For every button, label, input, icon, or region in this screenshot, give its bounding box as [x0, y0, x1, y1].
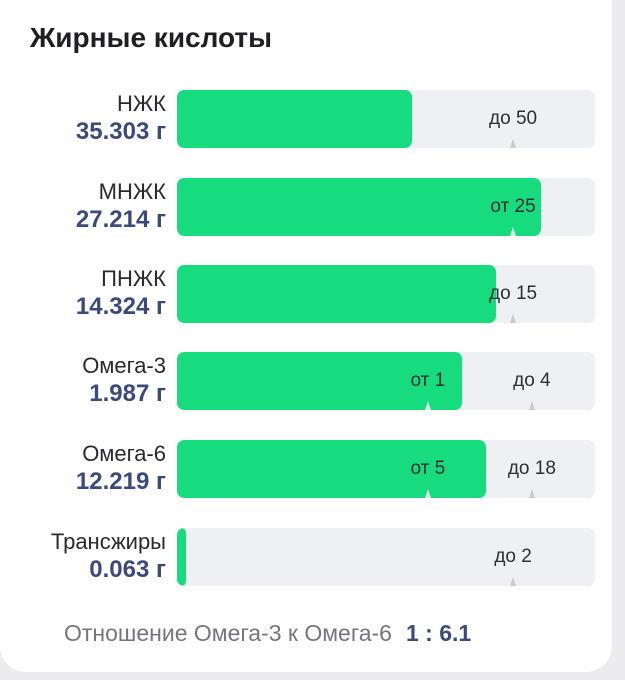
- norm-label: до 2: [494, 546, 532, 567]
- nutrient-value: 35.303 г: [75, 118, 166, 145]
- progress-bar: до 50: [177, 90, 595, 148]
- norm-label: до 15: [489, 283, 538, 304]
- nutrient-row: ПНЖК 14.324 г до 15: [0, 265, 612, 323]
- nutrient-value: 1.987 г: [89, 380, 166, 407]
- nutrient-row: Омега-3 1.987 г от 1 до 4: [0, 352, 612, 410]
- progress-bar: от 1 до 4: [177, 352, 595, 410]
- norm-label: до 4: [513, 370, 551, 391]
- nutrient-value: 12.219 г: [75, 468, 166, 495]
- progress-fill: [177, 352, 463, 410]
- nutrient-row: НЖК 35.303 г до 50: [0, 90, 612, 148]
- progress-fill: [177, 440, 486, 498]
- nutrient-label: МНЖК 27.214 г: [76, 178, 166, 234]
- omega-ratio-value: 1 : 6.1: [405, 620, 472, 646]
- norm-label: от 1: [410, 370, 446, 391]
- nutrient-name: НЖК: [116, 91, 166, 116]
- nutrient-label: ПНЖК 14.324 г: [76, 265, 166, 321]
- nutrient-row: МНЖК 27.214 г от 25: [0, 178, 612, 236]
- omega-ratio-label: Отношение Омега-3 к Омега-6: [64, 620, 392, 646]
- nutrient-label: Омега-6 12.219 г: [76, 440, 166, 496]
- norm-marker-icon: [510, 314, 517, 323]
- norm-marker-icon: [424, 489, 431, 498]
- nutrient-name: МНЖК: [98, 179, 166, 204]
- norm-label: до 18: [507, 458, 556, 479]
- nutrient-name: ПНЖК: [101, 266, 166, 291]
- progress-fill: [177, 178, 542, 236]
- norm-label: от 25: [490, 196, 536, 217]
- fatty-acids-card: Жирные кислоты НЖК 35.303 г до 50 МНЖК 27.2…: [0, 0, 612, 672]
- norm-marker-icon: [528, 489, 535, 498]
- norm-marker-icon: [510, 227, 517, 236]
- progress-bar: от 5 до 18: [177, 440, 595, 498]
- omega-ratio: Отношение Омега-3 к Омега-6 1 : 6.1: [64, 620, 471, 647]
- norm-marker-icon: [510, 139, 517, 148]
- progress-bar: до 2: [177, 528, 595, 586]
- nutrient-row: Омега-6 12.219 г от 5 до 18: [0, 440, 612, 498]
- norm-marker-icon: [424, 401, 431, 410]
- nutrient-name: Омега-6: [82, 441, 166, 466]
- progress-bar: от 25: [177, 178, 595, 236]
- nutrient-row: Трансжиры 0.063 г до 2: [0, 528, 612, 586]
- nutrient-name: Трансжиры: [50, 529, 166, 554]
- norm-label: от 5: [410, 458, 446, 479]
- nutrient-name: Омега-3: [82, 353, 166, 378]
- card-title: Жирные кислоты: [30, 22, 273, 53]
- progress-fill: [177, 528, 187, 586]
- nutrient-label: Трансжиры 0.063 г: [51, 528, 166, 584]
- norm-marker-icon: [510, 577, 517, 586]
- norm-marker-icon: [528, 401, 535, 410]
- progress-fill: [177, 265, 496, 323]
- nutrient-value: 27.214 г: [75, 206, 166, 233]
- nutrient-label: Омега-3 1.987 г: [82, 352, 166, 408]
- progress-bar: до 15: [177, 265, 595, 323]
- nutrient-label: НЖК 35.303 г: [76, 90, 166, 146]
- progress-fill: [177, 90, 412, 148]
- norm-label: до 50: [489, 108, 538, 129]
- nutrient-value: 14.324 г: [75, 293, 166, 320]
- nutrient-value: 0.063 г: [89, 556, 166, 583]
